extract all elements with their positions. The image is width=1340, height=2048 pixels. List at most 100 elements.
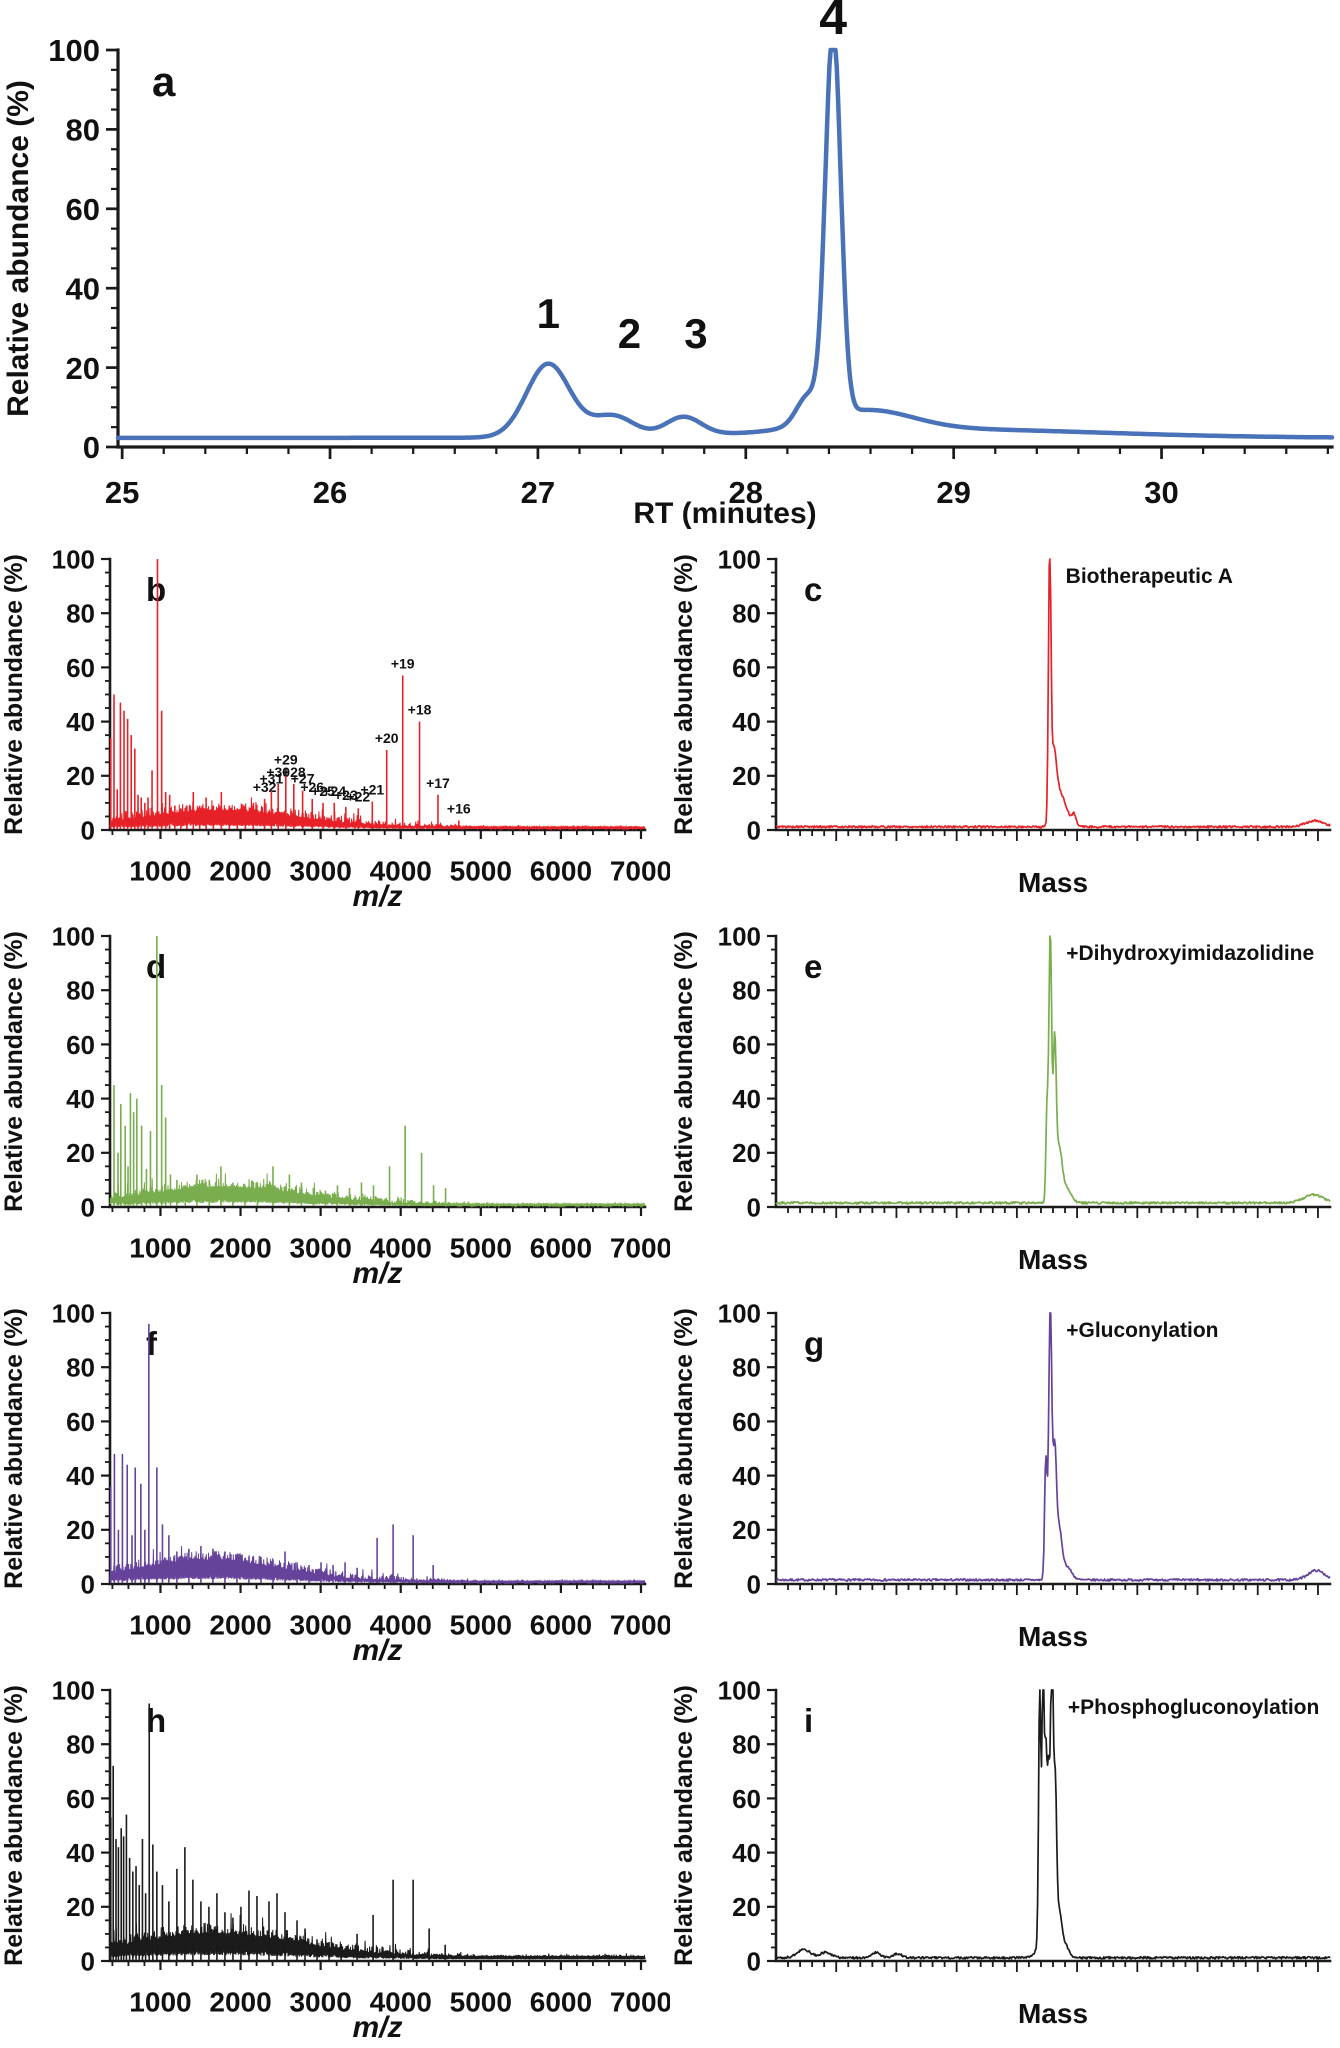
panel-i-ytick-label: 40 bbox=[732, 1838, 761, 1868]
panel-b-ytick-label: 20 bbox=[66, 761, 95, 791]
panel-g-annotation: +Gluconylation bbox=[1066, 1319, 1218, 1342]
panel-b-xtick-label: 7000 bbox=[610, 856, 670, 887]
panel-f-y-axis-label: Relative abundance (%) bbox=[0, 1308, 28, 1589]
panel-g-deconvoluted-mass: 0 20 40 60 80 100 Mass Relative abundance (%) g +… bbox=[670, 1299, 1340, 1676]
panel-a-ytick-label: 0 bbox=[83, 430, 100, 465]
panel-a-ytick-label: 20 bbox=[66, 351, 100, 386]
panel-d-xtick-label: 4000 bbox=[370, 1233, 432, 1264]
panel-i-letter: i bbox=[804, 1702, 813, 1739]
panel-b-letter: b bbox=[146, 571, 166, 608]
panel-i-y-axis-label: Relative abundance (%) bbox=[670, 1685, 698, 1966]
panel-f-xtick-label: 6000 bbox=[530, 1610, 592, 1641]
panel-h-ytick-label: 100 bbox=[52, 1676, 95, 1705]
panel-a-chromatogram: 0 20 40 60 80 100 25 26 27 28 29 30 RT (minutes) Rela… bbox=[0, 0, 1340, 545]
panel-g-ytick-label: 80 bbox=[732, 1353, 761, 1383]
panel-c-letter: c bbox=[804, 571, 822, 608]
panel-e-letter: e bbox=[804, 948, 822, 985]
panel-c-ytick-label: 80 bbox=[732, 599, 761, 629]
panel-d-plot: 0 20 40 60 80 100 1000 2000 3000 4000 5000 6000 7000… bbox=[0, 922, 670, 1290]
panel-d-axes bbox=[108, 934, 647, 1209]
panel-f-x-axis-label: m/z bbox=[352, 1634, 402, 1667]
panel-f-xtick-label: 3000 bbox=[289, 1610, 351, 1641]
panel-f-ytick-label: 80 bbox=[66, 1353, 95, 1383]
panel-f-xtick-label: 5000 bbox=[450, 1610, 512, 1641]
panel-b-charge-label: +20 bbox=[375, 730, 399, 746]
panel-i-trace bbox=[775, 1689, 1331, 1960]
panel-a-peak-label-1: 1 bbox=[537, 290, 560, 337]
panel-e-ytick-label: 100 bbox=[718, 922, 761, 951]
panel-c-plot: 0 20 40 60 80 100 Mass Relative abundance (%) c B… bbox=[670, 545, 1332, 898]
panel-b-charge-label: +21 bbox=[360, 782, 384, 798]
panel-a-xtick-label: 28 bbox=[729, 475, 763, 510]
panel-i-plot: 0 20 40 60 80 100 Mass Relative abundance (%) i +… bbox=[670, 1676, 1332, 2029]
panel-b-plot: 0 20 40 60 80 100 1000 2000 3000 4000 5000 6000 7000… bbox=[0, 545, 670, 913]
panel-c-deconvoluted-mass: 0 20 40 60 80 100 Mass Relative abundance (%) c B… bbox=[670, 545, 1340, 922]
panel-d-xtick-label: 5000 bbox=[450, 1233, 512, 1264]
panel-b-ytick-label: 60 bbox=[66, 653, 95, 683]
panel-g-x-axis-label: Mass bbox=[1018, 1621, 1088, 1652]
panel-b-charge-label: +27 bbox=[291, 771, 315, 787]
panel-b-charge-label: +22 bbox=[346, 788, 370, 804]
panel-e-ytick-label: 80 bbox=[732, 976, 761, 1006]
panel-b-xtick-label: 6000 bbox=[530, 856, 592, 887]
panel-g-trace bbox=[775, 1312, 1331, 1582]
panel-f-ms-spectrum: 0 20 40 60 80 100 1000 2000 3000 4000 5000 6000 7000… bbox=[0, 1299, 670, 1676]
panel-i-ytick-label: 0 bbox=[747, 1946, 761, 1976]
panel-h-axes bbox=[108, 1688, 647, 1963]
panel-b-ytick-label: 40 bbox=[66, 707, 95, 737]
panel-d-xtick-label: 6000 bbox=[530, 1233, 592, 1264]
panel-h-plot: 0 20 40 60 80 100 1000 2000 3000 4000 5000 6000 7000… bbox=[0, 1676, 670, 2044]
panel-a-plot: 0 20 40 60 80 100 25 26 27 28 29 30 RT (minutes) Rela… bbox=[2, 0, 1335, 530]
panel-g-ytick-label: 60 bbox=[732, 1407, 761, 1437]
panel-e-annotation: +Dihydroxyimidazolidine bbox=[1066, 942, 1314, 965]
panel-h-xtick-label: 6000 bbox=[530, 1987, 592, 2018]
panel-h-x-axis-label: m/z bbox=[352, 2011, 402, 2044]
panel-i-annotation: +Phosphogluconoylation bbox=[1068, 1696, 1319, 1719]
panel-d-x-axis-label: m/z bbox=[352, 1257, 402, 1290]
panel-h-xtick-label: 2000 bbox=[209, 1987, 271, 2018]
panel-f-xtick-label: 1000 bbox=[129, 1610, 191, 1641]
panel-b-xtick-label: 4000 bbox=[370, 856, 432, 887]
panel-c-ytick-label: 40 bbox=[732, 707, 761, 737]
panel-a-ytick-label: 60 bbox=[66, 192, 100, 227]
panel-a-trace bbox=[115, 47, 1335, 441]
panel-a-ytick-label: 100 bbox=[48, 33, 100, 68]
panel-g-ytick-label: 0 bbox=[747, 1569, 761, 1599]
panel-b-ytick-label: 0 bbox=[81, 815, 95, 845]
panel-d-noise-trace bbox=[109, 1173, 646, 1208]
panel-e-ytick-label: 0 bbox=[747, 1192, 761, 1222]
panel-h-ms-spectrum: 0 20 40 60 80 100 1000 2000 3000 4000 5000 6000 7000… bbox=[0, 1676, 670, 2048]
panel-c-y-axis-label: Relative abundance (%) bbox=[670, 554, 698, 835]
panel-h-ytick-label: 40 bbox=[66, 1838, 95, 1868]
panel-a-xtick-label: 25 bbox=[105, 475, 139, 510]
panel-e-x-axis-label: Mass bbox=[1018, 1244, 1088, 1275]
panel-d-ytick-label: 40 bbox=[66, 1084, 95, 1114]
panel-i-ytick-label: 80 bbox=[732, 1730, 761, 1760]
panel-f-xtick-label: 7000 bbox=[610, 1610, 670, 1641]
panel-i-x-axis-label: Mass bbox=[1018, 1998, 1088, 2029]
panel-b-xtick-label: 5000 bbox=[450, 856, 512, 887]
panel-a-peak-label-2: 2 bbox=[618, 310, 641, 357]
panel-f-plot: 0 20 40 60 80 100 1000 2000 3000 4000 5000 6000 7000… bbox=[0, 1299, 670, 1667]
panel-f-ytick-label: 60 bbox=[66, 1407, 95, 1437]
panel-g-ytick-label: 20 bbox=[732, 1515, 761, 1545]
panel-a-ytick-label: 40 bbox=[66, 271, 100, 306]
panel-d-xtick-label: 2000 bbox=[209, 1233, 271, 1264]
panel-e-ytick-label: 60 bbox=[732, 1030, 761, 1060]
panel-b-xtick-label: 2000 bbox=[209, 856, 271, 887]
panel-g-axes bbox=[774, 1311, 1332, 1586]
panel-f-xtick-label: 4000 bbox=[370, 1610, 432, 1641]
panel-d-y-axis-label: Relative abundance (%) bbox=[0, 931, 28, 1212]
panel-b-ytick-label: 80 bbox=[66, 599, 95, 629]
panel-b-charge-label: +16 bbox=[447, 801, 471, 817]
panel-a-ytick-label: 80 bbox=[66, 113, 100, 148]
panel-d-ytick-label: 100 bbox=[52, 922, 95, 951]
panel-h-letter: h bbox=[146, 1702, 166, 1739]
panel-a-peak-label-3: 3 bbox=[684, 310, 707, 357]
panel-h-y-axis-label: Relative abundance (%) bbox=[0, 1685, 28, 1966]
panel-g-ytick-label: 40 bbox=[732, 1461, 761, 1491]
panel-h-xtick-label: 3000 bbox=[289, 1987, 351, 2018]
panel-i-ytick-label: 60 bbox=[732, 1784, 761, 1814]
panel-d-ytick-label: 80 bbox=[66, 976, 95, 1006]
panel-d-ytick-label: 60 bbox=[66, 1030, 95, 1060]
